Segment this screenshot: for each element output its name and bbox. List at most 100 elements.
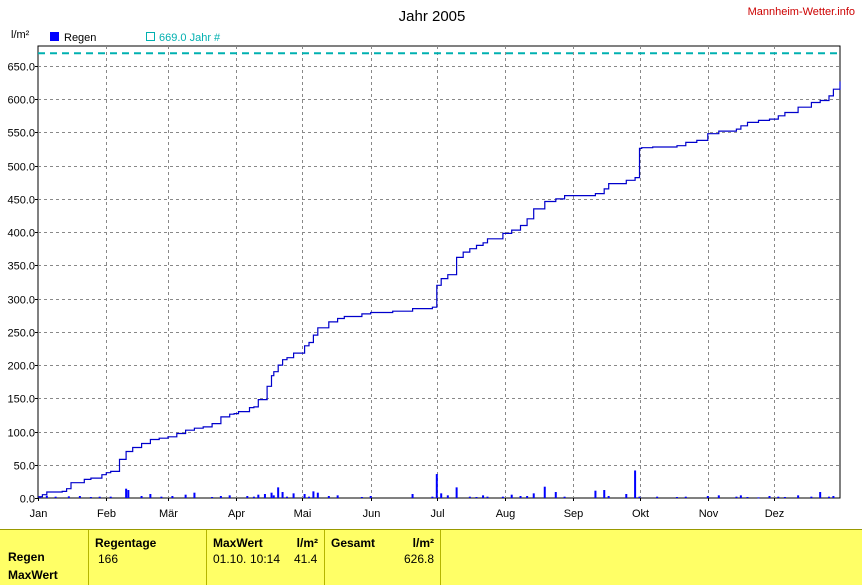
rain-bar	[316, 492, 319, 498]
x-tick-label: Apr	[228, 508, 245, 520]
rain-bar	[717, 495, 720, 498]
y-tick-label: 600.0	[7, 95, 35, 107]
y-tick-label: 300.0	[7, 295, 35, 307]
rain-bar	[768, 496, 771, 498]
rain-bar	[312, 491, 315, 498]
rain-bar	[486, 496, 489, 498]
y-grid	[35, 66, 840, 499]
rain-bar	[625, 494, 628, 498]
cumulative-line-group	[38, 81, 841, 498]
rain-bar	[739, 495, 742, 498]
rain-bar	[706, 496, 709, 498]
rain-bar	[510, 494, 513, 498]
regentage-header: Regentage	[95, 536, 157, 550]
daily-rain-bars	[39, 470, 835, 499]
rain-bar	[67, 496, 70, 498]
rain-bar	[832, 496, 835, 498]
rain-bar	[746, 497, 749, 499]
rain-bar	[45, 495, 48, 498]
rain-bar	[39, 497, 42, 499]
rain-bar	[455, 487, 458, 498]
y-tick-label: 0.0	[20, 494, 35, 506]
rain-bar	[327, 496, 330, 498]
rain-bar	[277, 487, 280, 498]
maxwert-date: 01.10.	[213, 552, 247, 566]
divider	[324, 530, 325, 585]
maxwert-header: MaxWert	[213, 536, 263, 550]
y-tick-label: 650.0	[7, 62, 35, 74]
rain-bar	[127, 490, 130, 498]
rain-bar	[252, 496, 255, 498]
maxwert-value: 41.4	[294, 552, 318, 566]
rain-bar	[482, 495, 485, 498]
cumulative-rain-line	[38, 81, 841, 498]
divider	[440, 530, 441, 585]
rain-bar	[109, 496, 112, 498]
maxwert-unit: l/m²	[296, 536, 318, 550]
rain-bar	[440, 493, 443, 498]
rain-bar	[140, 496, 143, 498]
rain-bar	[98, 496, 101, 498]
rain-bar	[308, 496, 311, 498]
brand-link[interactable]: Mannheim-Wetter.info	[748, 6, 855, 18]
rain-bar	[54, 496, 57, 498]
y-tick-label: 500.0	[7, 162, 35, 174]
y-tick-label: 50.0	[14, 461, 35, 473]
gesamt-value: 626.8	[403, 552, 434, 566]
rain-bar	[292, 493, 295, 498]
rain-bar	[78, 496, 81, 498]
x-tick-label: Dez	[765, 508, 785, 520]
rain-bar	[468, 496, 471, 498]
x-tick-label: Feb	[97, 508, 116, 520]
x-tick-labels: Jan Feb Mär Apr Mai Jun Jul Aug Sep Okt Nov Dez	[30, 508, 785, 520]
rain-bar	[246, 496, 249, 498]
y-tick-labels: 0.0 50.0 100.0 150.0 200.0 250.0 300.0 350.0 400…	[7, 62, 35, 506]
legend-reference-label: 669.0 Jahr #	[159, 32, 221, 44]
rain-bar	[519, 496, 522, 498]
rain-bar	[219, 496, 222, 498]
x-tick-label: Jul	[430, 508, 444, 520]
rain-bar	[263, 494, 266, 498]
regentage-value: 166	[98, 552, 119, 566]
rain-bar	[526, 496, 529, 498]
rain-bar	[411, 494, 414, 498]
y-tick-label: 150.0	[7, 394, 35, 406]
rain-bar	[607, 496, 610, 498]
rain-bar	[827, 496, 830, 498]
rain-bar	[431, 496, 434, 498]
rain-bar	[819, 492, 822, 498]
x-tick-label: Okt	[632, 508, 649, 520]
rain-bar	[554, 492, 557, 498]
rain-bar	[160, 496, 163, 498]
rain-bar	[171, 496, 174, 498]
x-tick-label: Mai	[294, 508, 312, 520]
stats-panel: Regen MaxWert Regentage 166 MaxWert l/m²…	[0, 529, 862, 585]
rain-bar	[594, 490, 597, 498]
rain-bar	[797, 495, 800, 498]
legend-regen-swatch	[50, 32, 59, 41]
rain-bar	[285, 496, 288, 498]
y-tick-label: 200.0	[7, 361, 35, 373]
chart-title: Jahr 2005	[399, 8, 466, 25]
x-tick-label: Aug	[496, 508, 516, 520]
rain-bar	[757, 497, 760, 499]
x-tick-label: Sep	[564, 508, 584, 520]
rain-bar	[149, 494, 152, 498]
legend-reference-swatch	[146, 32, 155, 41]
y-tick-label: 350.0	[7, 261, 35, 273]
rain-bar	[783, 497, 786, 499]
rain-bar	[125, 488, 128, 498]
rain-bar	[228, 495, 231, 498]
rain-bar	[446, 495, 449, 498]
y-tick-label: 450.0	[7, 195, 35, 207]
gesamt-unit: l/m²	[412, 536, 434, 550]
rain-bar	[270, 492, 273, 498]
y-unit-label: l/m²	[11, 29, 30, 41]
x-tick-label: Jan	[30, 508, 48, 520]
rain-bar	[184, 494, 187, 498]
rain-bar	[360, 497, 363, 499]
y-tick-label: 100.0	[7, 428, 35, 440]
rain-bar	[603, 490, 606, 498]
rain-bar	[810, 496, 813, 498]
rain-bar	[684, 496, 687, 498]
